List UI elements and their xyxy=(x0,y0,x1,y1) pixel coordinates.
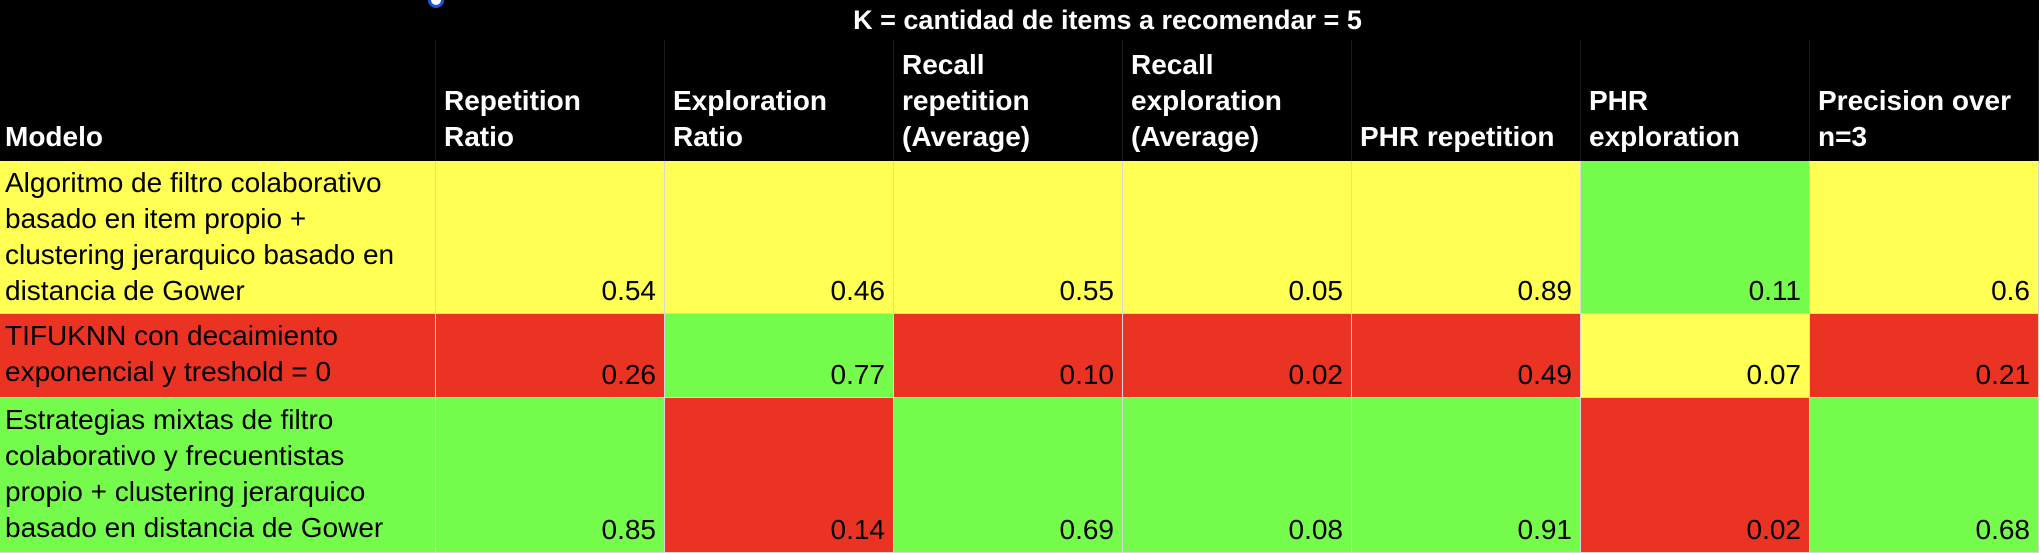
value-cell[interactable]: 0.26 xyxy=(436,314,665,398)
value-cell[interactable]: 0.46 xyxy=(665,161,894,314)
header-recall-exploration[interactable]: Recall exploration (Average) xyxy=(1123,40,1352,161)
table-title[interactable]: K = cantidad de items a recomendar = 5 xyxy=(436,0,2039,40)
value-cell[interactable]: 0.02 xyxy=(1581,398,1810,553)
value-cell[interactable]: 0.11 xyxy=(1581,161,1810,314)
value-cell[interactable]: 0.91 xyxy=(1352,398,1581,553)
value-cell[interactable]: 0.10 xyxy=(894,314,1123,398)
value-cell[interactable]: 0.68 xyxy=(1810,398,2039,553)
header-precision[interactable]: Precision over n=3 xyxy=(1810,40,2039,161)
model-cell[interactable]: Algoritmo de filtro colaborativo basado … xyxy=(0,161,436,314)
value-cell[interactable]: 0.89 xyxy=(1352,161,1581,314)
value-cell[interactable]: 0.85 xyxy=(436,398,665,553)
value-cell[interactable]: 0.77 xyxy=(665,314,894,398)
header-exploration-ratio[interactable]: Exploration Ratio xyxy=(665,40,894,161)
model-cell[interactable]: Estrategias mixtas de filtro colaborativ… xyxy=(0,398,436,553)
value-cell[interactable]: 0.07 xyxy=(1581,314,1810,398)
value-cell[interactable]: 0.02 xyxy=(1123,314,1352,398)
header-recall-repetition[interactable]: Recall repetition (Average) xyxy=(894,40,1123,161)
value-cell[interactable]: 0.21 xyxy=(1810,314,2039,398)
value-cell[interactable]: 0.05 xyxy=(1123,161,1352,314)
value-cell[interactable]: 0.54 xyxy=(436,161,665,314)
model-cell[interactable]: TIFUKNN con decaimiento exponencial y tr… xyxy=(0,314,436,398)
selection-handle[interactable] xyxy=(428,0,444,8)
value-cell[interactable]: 0.55 xyxy=(894,161,1123,314)
value-cell[interactable]: 0.49 xyxy=(1352,314,1581,398)
value-cell[interactable]: 0.08 xyxy=(1123,398,1352,553)
header-filler[interactable] xyxy=(0,0,436,40)
header-phr-repetition[interactable]: PHR repetition xyxy=(1352,40,1581,161)
value-cell[interactable]: 0.14 xyxy=(665,398,894,553)
header-modelo[interactable]: Modelo xyxy=(0,40,436,161)
value-cell[interactable]: 0.69 xyxy=(894,398,1123,553)
header-phr-exploration[interactable]: PHR exploration xyxy=(1581,40,1810,161)
header-repetition-ratio[interactable]: Repetition Ratio xyxy=(436,40,665,161)
value-cell[interactable]: 0.6 xyxy=(1810,161,2039,314)
